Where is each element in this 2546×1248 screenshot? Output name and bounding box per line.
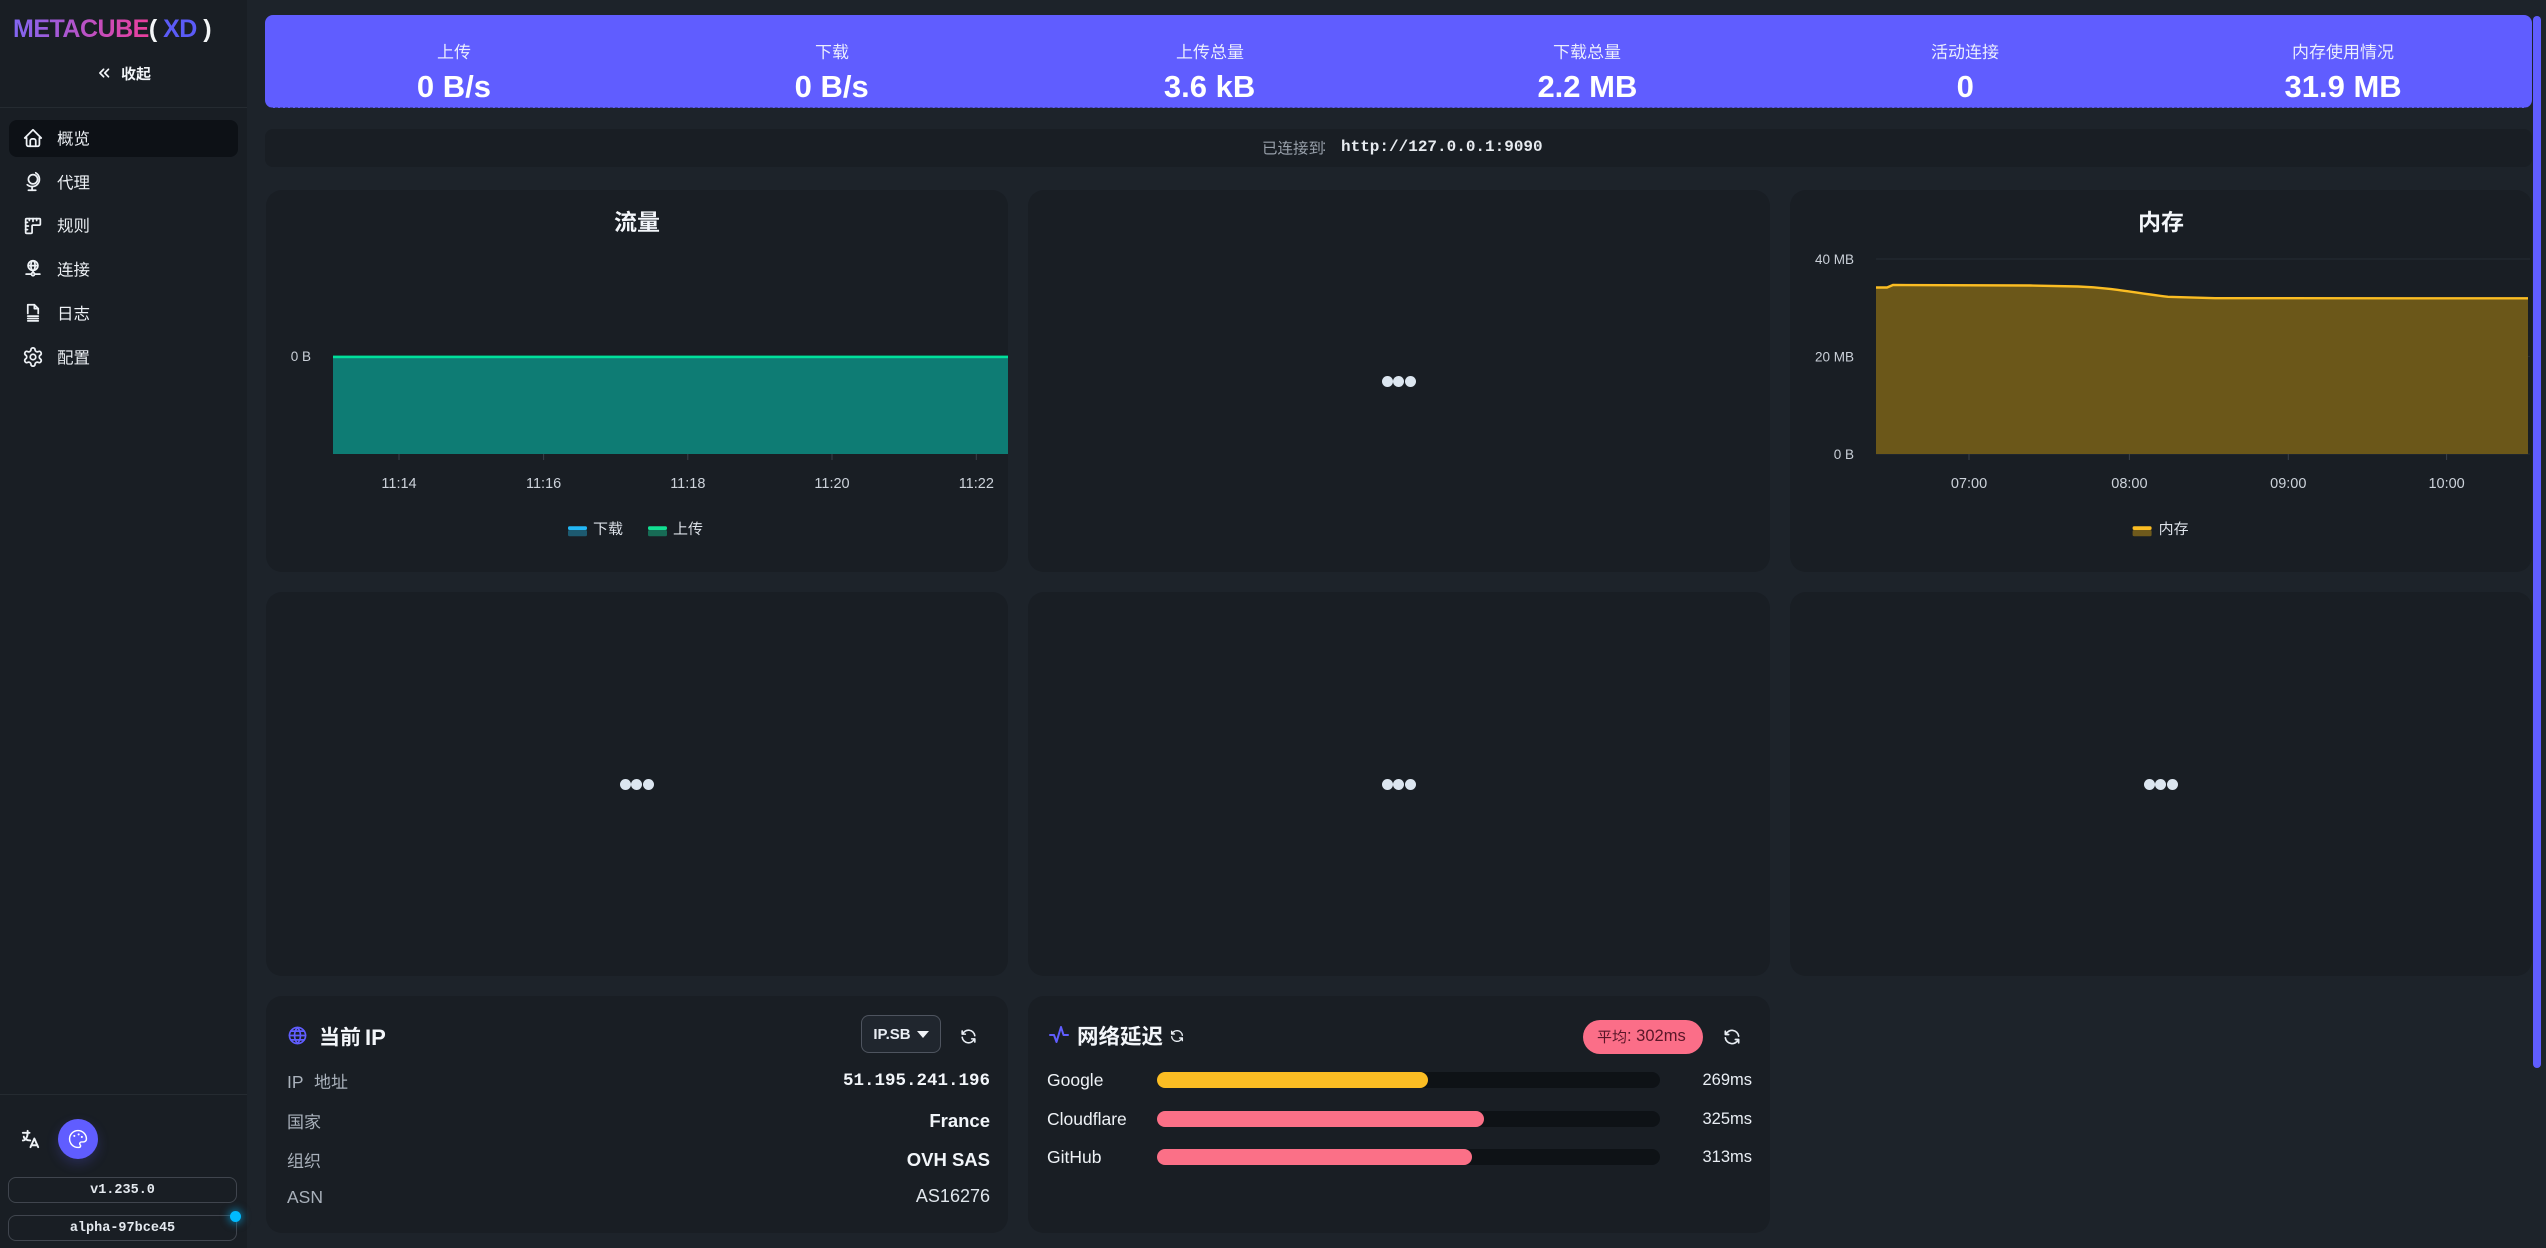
svg-text:0 B: 0 B <box>291 349 311 364</box>
svg-text:40 MB: 40 MB <box>1815 252 1854 267</box>
svg-text:08:00: 08:00 <box>2111 476 2147 492</box>
svg-text:11:14: 11:14 <box>381 476 416 492</box>
svg-text:11:20: 11:20 <box>814 476 849 492</box>
svg-text:10:00: 10:00 <box>2428 476 2464 492</box>
svg-text:11:16: 11:16 <box>526 476 561 492</box>
svg-text:20 MB: 20 MB <box>1815 350 1854 365</box>
svg-text:11:22: 11:22 <box>959 476 994 492</box>
svg-text:07:00: 07:00 <box>1951 476 1987 492</box>
svg-text:11:18: 11:18 <box>670 476 705 492</box>
svg-text:09:00: 09:00 <box>2270 476 2306 492</box>
svg-text:0 B: 0 B <box>1834 447 1854 462</box>
